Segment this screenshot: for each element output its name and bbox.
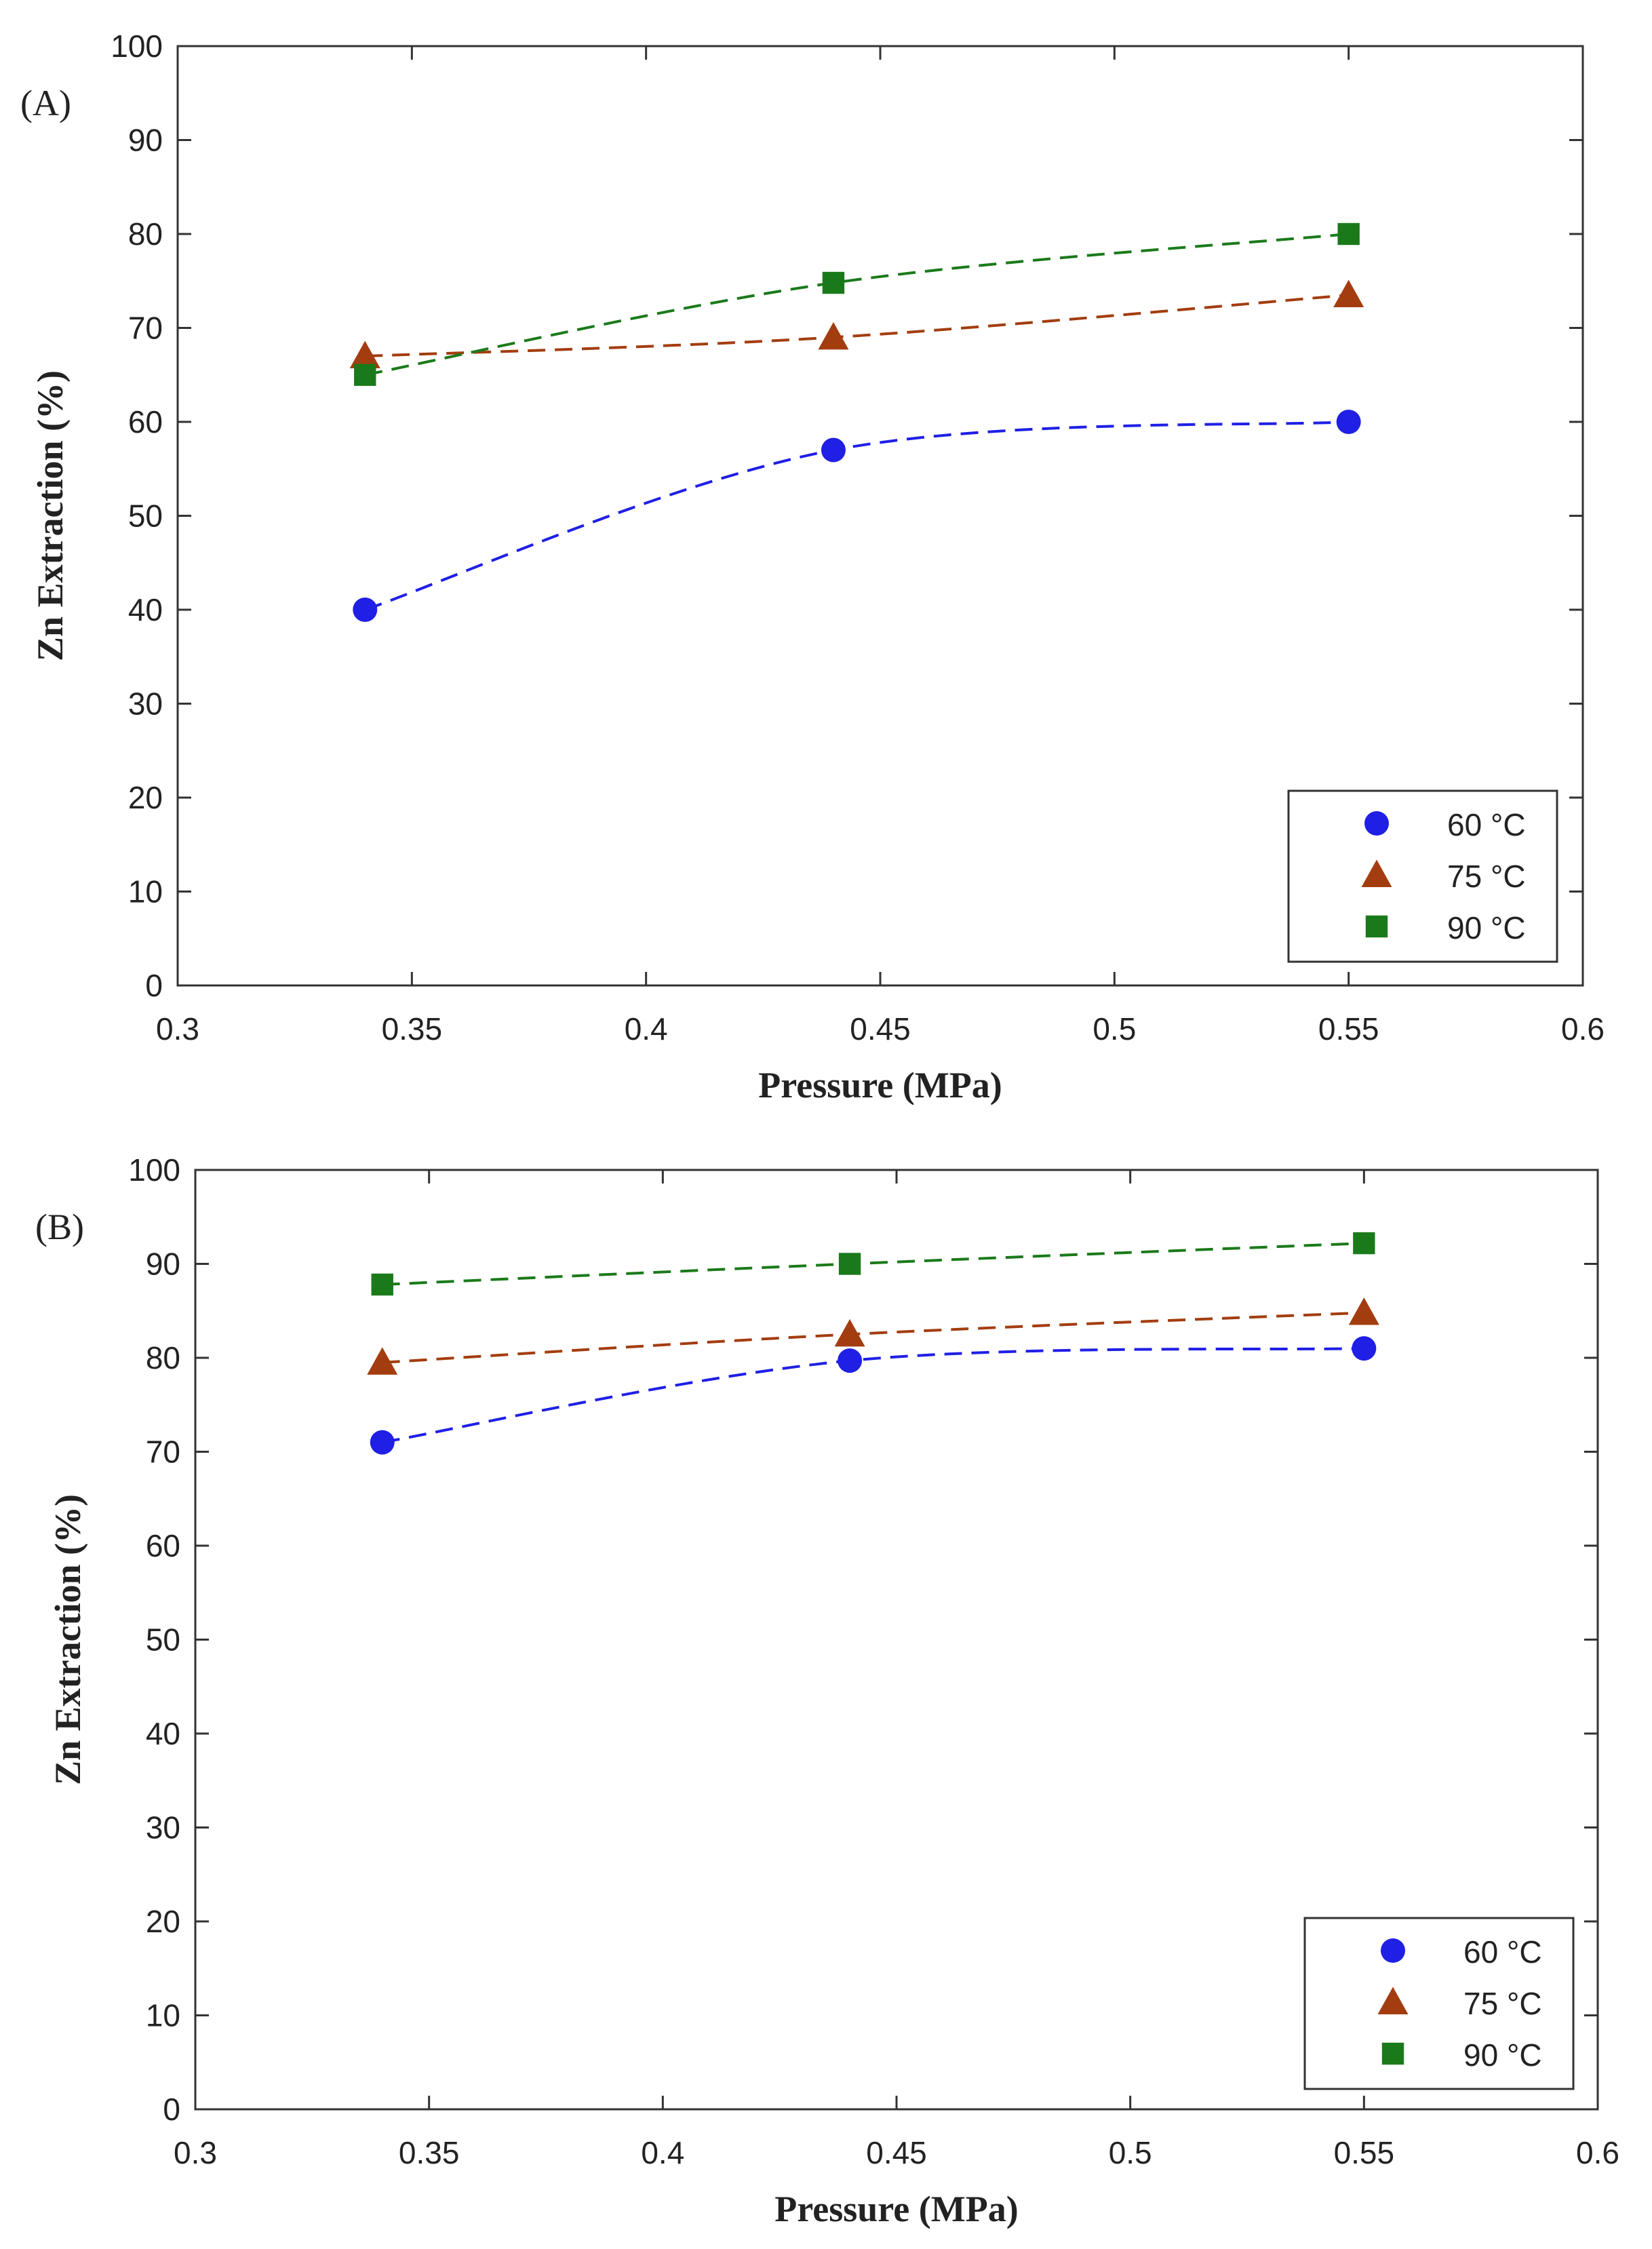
y-tick-label: 70 <box>128 311 163 346</box>
data-point <box>822 271 845 294</box>
series-1 <box>353 410 1361 622</box>
data-point <box>353 598 378 622</box>
legend-marker <box>1381 2042 1404 2065</box>
y-tick-label: 20 <box>128 780 163 815</box>
legend-label: 90 °C <box>1463 2037 1542 2073</box>
legend-label: 60 °C <box>1463 1934 1542 1970</box>
legend-box <box>1303 1917 1575 2090</box>
x-tick-label: 0.6 <box>1561 1011 1605 1047</box>
series-3 <box>354 222 1360 386</box>
y-tick-label: 10 <box>146 1998 180 2033</box>
data-point <box>818 321 849 350</box>
panel-label: (B) <box>35 1207 84 1247</box>
chart-panel-1: 0 10 20 30 40 50 60 70 80 90 100 0.3 0.35 0.4 0.45 0.5 0… <box>20 28 1605 1106</box>
y-axis-title: Zn Extraction (%) <box>47 1494 88 1785</box>
y-tick-label: 20 <box>146 1904 180 1939</box>
legend-marker <box>1361 859 1392 887</box>
y-tick-label: 50 <box>128 498 163 534</box>
y-tick-label: 10 <box>128 874 163 910</box>
y-tick-label: 70 <box>146 1434 180 1470</box>
series-1 <box>370 1336 1377 1455</box>
data-point <box>367 1347 398 1375</box>
series-line <box>382 1242 1364 1286</box>
y-tick-label: 80 <box>146 1340 180 1375</box>
y-tick-label: 100 <box>128 1152 180 1188</box>
y-tick-label: 60 <box>146 1528 180 1563</box>
x-tick-label: 0.35 <box>382 1011 443 1047</box>
chart-panel-2: 0 10 20 30 40 50 60 70 80 90 100 0.3 0.35 0.4 0.45 0.5 0… <box>35 1152 1619 2229</box>
x-tick-label: 0.5 <box>1093 1011 1136 1047</box>
y-tick-label: 60 <box>128 404 163 439</box>
data-point <box>371 1273 393 1296</box>
data-point <box>349 340 380 369</box>
x-tick-label: 0.6 <box>1576 2135 1619 2170</box>
y-axis-title: Zn Extraction (%) <box>30 370 71 661</box>
x-tick-label: 0.4 <box>625 1011 668 1047</box>
panel-label: (A) <box>20 83 71 123</box>
y-tick-label: 90 <box>128 123 163 158</box>
y-tick-label: 80 <box>128 216 163 252</box>
y-tick-label: 40 <box>128 592 163 627</box>
legend-label: 75 °C <box>1463 1986 1542 2021</box>
legend-label: 75 °C <box>1447 859 1526 894</box>
y-tick-label: 0 <box>163 2092 180 2127</box>
legend-marker <box>1365 915 1388 938</box>
data-point <box>370 1430 395 1455</box>
data-point <box>354 364 376 386</box>
data-point <box>1348 1297 1379 1325</box>
data-point <box>1337 222 1360 246</box>
legend-label: 90 °C <box>1447 910 1526 945</box>
data-point <box>838 1348 863 1373</box>
x-tick-label: 0.4 <box>641 2135 684 2170</box>
x-tick-label: 0.45 <box>866 2135 927 2170</box>
x-axis-title: Pressure (MPa) <box>774 2189 1018 2229</box>
series-line <box>364 421 1349 611</box>
legend-box <box>1287 789 1558 963</box>
y-tick-label: 90 <box>146 1247 180 1282</box>
data-point <box>1353 1232 1375 1255</box>
series-line <box>364 233 1349 376</box>
data-point <box>838 1253 861 1275</box>
y-tick-label: 40 <box>146 1716 180 1751</box>
data-point <box>1336 410 1361 434</box>
series-2 <box>349 279 1364 369</box>
y-tick-label: 100 <box>111 28 163 64</box>
legend-label: 60 °C <box>1447 807 1526 842</box>
x-tick-label: 0.3 <box>174 2135 217 2170</box>
y-tick-label: 50 <box>146 1622 180 1658</box>
legend: 60 °C 75 °C 90 °C <box>1303 1917 1575 2090</box>
legend-marker <box>1381 1938 1405 1963</box>
y-tick-label: 30 <box>146 1810 180 1845</box>
x-axis-title: Pressure (MPa) <box>758 1065 1002 1106</box>
x-tick-label: 0.3 <box>156 1011 199 1047</box>
series-3 <box>371 1232 1375 1296</box>
y-tick-label: 0 <box>145 968 163 1003</box>
series-line <box>382 1311 1364 1364</box>
data-point <box>834 1318 865 1347</box>
legend-marker <box>1364 811 1389 836</box>
y-tick-label: 30 <box>128 686 163 722</box>
data-point <box>1352 1336 1377 1361</box>
x-tick-label: 0.45 <box>850 1011 911 1047</box>
x-tick-label: 0.5 <box>1109 2135 1152 2170</box>
data-point <box>1333 279 1364 308</box>
data-point <box>821 437 846 463</box>
legend-marker <box>1377 1987 1409 2014</box>
legend: 60 °C 75 °C 90 °C <box>1287 789 1558 963</box>
series-line <box>382 1347 1364 1444</box>
x-tick-label: 0.35 <box>399 2135 460 2170</box>
x-tick-label: 0.55 <box>1318 1011 1379 1047</box>
x-tick-label: 0.55 <box>1334 2135 1395 2170</box>
series-line <box>365 294 1349 358</box>
series-2 <box>367 1297 1379 1375</box>
